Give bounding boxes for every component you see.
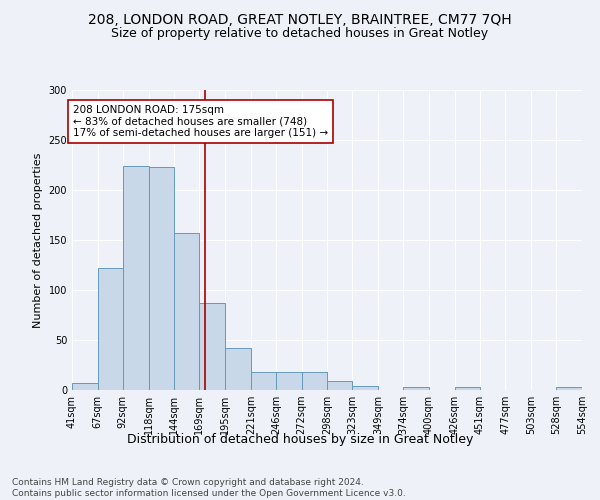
Bar — [225, 348, 251, 390]
Bar — [276, 372, 302, 390]
Text: Contains HM Land Registry data © Crown copyright and database right 2024.
Contai: Contains HM Land Registry data © Crown c… — [12, 478, 406, 498]
Bar — [123, 166, 149, 390]
Bar — [556, 387, 582, 390]
Bar — [352, 386, 378, 390]
Text: Distribution of detached houses by size in Great Notley: Distribution of detached houses by size … — [127, 432, 473, 446]
Bar — [455, 387, 479, 390]
Bar — [403, 387, 429, 390]
Y-axis label: Number of detached properties: Number of detached properties — [33, 152, 43, 328]
Bar — [98, 268, 123, 390]
Bar — [199, 303, 225, 390]
Bar — [149, 167, 175, 390]
Bar — [328, 381, 352, 390]
Bar — [302, 372, 328, 390]
Text: 208 LONDON ROAD: 175sqm
← 83% of detached houses are smaller (748)
17% of semi-d: 208 LONDON ROAD: 175sqm ← 83% of detache… — [73, 105, 328, 138]
Text: Size of property relative to detached houses in Great Notley: Size of property relative to detached ho… — [112, 28, 488, 40]
Bar — [175, 233, 199, 390]
Bar — [72, 383, 98, 390]
Text: 208, LONDON ROAD, GREAT NOTLEY, BRAINTREE, CM77 7QH: 208, LONDON ROAD, GREAT NOTLEY, BRAINTRE… — [88, 12, 512, 26]
Bar — [251, 372, 276, 390]
